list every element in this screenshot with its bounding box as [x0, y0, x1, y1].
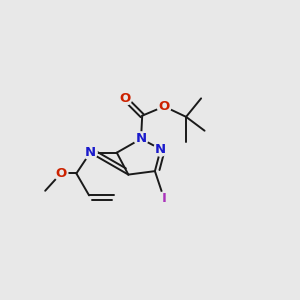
Circle shape [118, 92, 132, 105]
Text: N: N [85, 146, 96, 159]
Text: O: O [119, 92, 130, 105]
Circle shape [154, 142, 168, 156]
Circle shape [157, 192, 171, 206]
Text: O: O [55, 167, 67, 180]
Text: N: N [136, 132, 147, 145]
Circle shape [157, 100, 171, 113]
Circle shape [83, 146, 97, 160]
Circle shape [134, 132, 148, 146]
Text: N: N [155, 143, 166, 156]
Text: O: O [158, 100, 170, 113]
Circle shape [54, 167, 68, 180]
Text: I: I [162, 192, 167, 206]
